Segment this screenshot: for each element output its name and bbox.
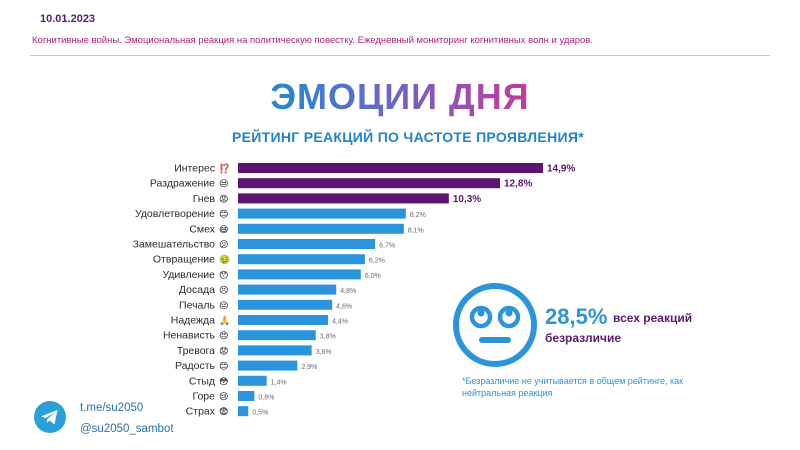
value-label: 0,8% [258, 395, 274, 402]
category-emoji-icon: 🤢 [219, 255, 230, 265]
bar-7 [238, 254, 365, 265]
telegram-icon[interactable] [34, 401, 66, 433]
category-emoji-icon: 😔 [219, 300, 228, 310]
value-label: 12,8% [504, 179, 532, 190]
category-emoji-icon: 😊 [219, 209, 228, 219]
bar-6 [238, 239, 376, 249]
category-label: Удивление [162, 269, 215, 281]
value-label: 3,8% [320, 334, 336, 341]
bot-link[interactable]: @su2050_sambot [80, 423, 174, 435]
header-divider [30, 55, 770, 56]
category-label: Печаль [179, 299, 215, 311]
category-label: Удовлетворение [135, 208, 215, 220]
value-label: 6,7% [379, 243, 395, 250]
category-label: Тревога [177, 345, 215, 357]
indifference-percent: 28,5% [545, 304, 608, 329]
category-label: Смех [189, 223, 215, 235]
category-emoji-icon: 😣 [219, 285, 228, 295]
category-emoji-icon: 😢 [219, 392, 228, 402]
bar-5 [238, 223, 404, 234]
category-emoji-icon: ⁉️ [219, 163, 230, 174]
category-emoji-icon: 😨 [219, 407, 228, 417]
category-label: Надежда [171, 315, 215, 327]
chart-title: РЕЙТИНГ РЕАКЦИЙ ПО ЧАСТОТЕ ПРОЯВЛЕНИЯ* [232, 129, 584, 145]
bar-4 [238, 208, 406, 219]
category-label: Страх [186, 406, 216, 418]
category-emoji-icon: 😳 [219, 376, 228, 386]
value-label: 8,2% [410, 212, 426, 219]
bar-10 [238, 299, 333, 310]
value-label: 4,4% [332, 319, 348, 326]
category-label: Радость [175, 360, 216, 372]
value-label: 6,0% [365, 273, 381, 280]
value-label: 6,2% [369, 258, 385, 265]
value-label: 10,3% [453, 194, 481, 205]
category-emoji-icon: 😯 [219, 270, 228, 280]
value-label: 2,9% [301, 364, 317, 371]
value-label: 0,5% [252, 410, 268, 417]
value-label: 4,6% [336, 303, 352, 310]
bar-17 [238, 406, 249, 417]
category-emoji-icon: 😠 [219, 331, 228, 341]
value-label: 1,4% [271, 379, 287, 386]
indifference-suffix: всех реакций [613, 311, 693, 325]
hero-title-text: ЭМОЦИИ ДНЯ [270, 76, 530, 117]
category-emoji-icon: 😄 [219, 224, 228, 234]
category-label: Замешательство [133, 239, 216, 251]
bar-16 [238, 391, 255, 401]
bar-8 [238, 269, 361, 280]
bar-3 [238, 193, 449, 204]
channel-link[interactable]: t.me/su2050 [80, 402, 144, 414]
value-label: 14,9% [547, 164, 575, 175]
bar-14 [238, 360, 298, 371]
category-emoji-icon: 🙏 [219, 316, 230, 326]
indifference-label: безразличие [545, 331, 622, 345]
bar-12 [238, 330, 316, 341]
category-label: Стыд [189, 375, 215, 387]
value-label: 4,8% [340, 288, 356, 295]
bar-11 [238, 315, 329, 325]
hero-title: ЭМОЦИИ ДНЯ [0, 76, 800, 118]
category-label: Интерес [174, 163, 215, 175]
category-emoji-icon: 😕 [219, 240, 228, 250]
indifferent-face-icon [453, 283, 537, 367]
category-emoji-icon: 😟 [219, 346, 228, 356]
bar-9 [238, 284, 337, 295]
category-emoji-icon: 😒 [219, 179, 228, 189]
header-subtitle: Когнитивные войны. Эмоциональная реакция… [32, 35, 593, 46]
bar-1 [238, 163, 543, 173]
value-label: 3,6% [316, 349, 332, 356]
bar-15 [238, 375, 267, 386]
category-label: Горе [192, 391, 215, 403]
category-label: Отвращение [153, 254, 215, 266]
value-label: 8,1% [408, 227, 424, 234]
date: 10.01.2023 [40, 13, 96, 25]
category-emoji-icon: 😊 [219, 361, 228, 371]
category-label: Ненависть [163, 330, 216, 342]
category-emoji-icon: 😡 [219, 194, 228, 204]
category-label: Гнев [193, 193, 216, 205]
bar-2 [238, 178, 501, 189]
category-label: Досада [179, 284, 215, 296]
bar-13 [238, 345, 312, 356]
category-label: Раздражение [150, 178, 215, 190]
footnote: *Безразличие не учитывается в общем рейт… [462, 376, 684, 398]
